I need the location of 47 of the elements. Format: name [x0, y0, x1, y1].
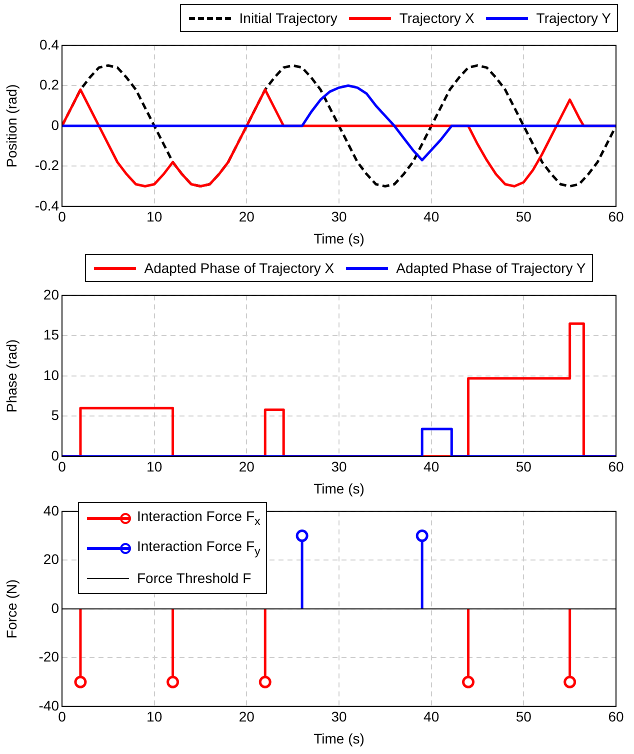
y-tick-label: 0.4 — [40, 36, 60, 52]
x-tick-label: 20 — [238, 208, 255, 225]
x-tick-label: 30 — [331, 458, 347, 475]
legend-label: Force Threshold F — [137, 570, 252, 586]
y-tick-label: -0.2 — [34, 157, 60, 174]
y-tick-label: 10 — [43, 366, 60, 383]
x-tick-label: 40 — [424, 208, 440, 225]
y-axis-title: Position (rad) — [3, 84, 20, 168]
x-tick-label: 20 — [238, 708, 255, 725]
y-tick-label: -20 — [38, 648, 60, 665]
x-axis-title: Time (s) — [314, 230, 364, 246]
y-axis-title: Force (N) — [3, 579, 20, 638]
legend-label: Initial Trajectory — [239, 10, 338, 26]
x-tick-label: 50 — [516, 708, 532, 725]
y-tick-label: 0 — [51, 447, 60, 464]
y-tick-label: -40 — [38, 697, 60, 714]
x-tick-label: 60 — [608, 208, 624, 225]
y-tick-label: -0.4 — [34, 197, 60, 214]
x-tick-label: 10 — [146, 458, 162, 475]
legend-label: Interaction Force F$_{y}$ — [137, 538, 260, 558]
legend-label: Trajectory Y — [536, 10, 611, 26]
y-tick-label: 15 — [43, 326, 60, 343]
legend-label: Trajectory X — [399, 10, 474, 26]
x-tick-label: 40 — [424, 458, 440, 475]
x-tick-label: 10 — [146, 708, 162, 725]
x-axis-title: Time (s) — [314, 480, 364, 496]
legend-label: Adapted Phase of Trajectory X — [144, 260, 334, 276]
x-tick-label: 40 — [424, 708, 440, 725]
x-tick-label: 30 — [331, 208, 347, 225]
legend-label: Adapted Phase of Trajectory Y — [396, 260, 586, 276]
legend-label: Interaction Force F$_{x}$ — [137, 508, 260, 528]
x-axis-title: Time (s) — [314, 730, 364, 746]
y-tick-label: 20 — [43, 286, 60, 302]
y-tick-label: 40 — [43, 502, 60, 518]
x-tick-label: 60 — [608, 708, 624, 725]
y-tick-label: 20 — [43, 551, 60, 568]
x-tick-label: 50 — [516, 208, 532, 225]
x-tick-label: 10 — [146, 208, 162, 225]
x-tick-label: 30 — [331, 708, 347, 725]
x-tick-label: 20 — [238, 458, 255, 475]
y-tick-label: 5 — [51, 407, 60, 424]
x-tick-label: 50 — [516, 458, 532, 475]
y-tick-label: 0.2 — [40, 76, 60, 93]
x-tick-label: 60 — [608, 458, 624, 475]
y-tick-label: 0 — [51, 600, 60, 616]
y-tick-label: 0 — [51, 116, 60, 133]
y-axis-title: Phase (rad) — [3, 339, 20, 412]
